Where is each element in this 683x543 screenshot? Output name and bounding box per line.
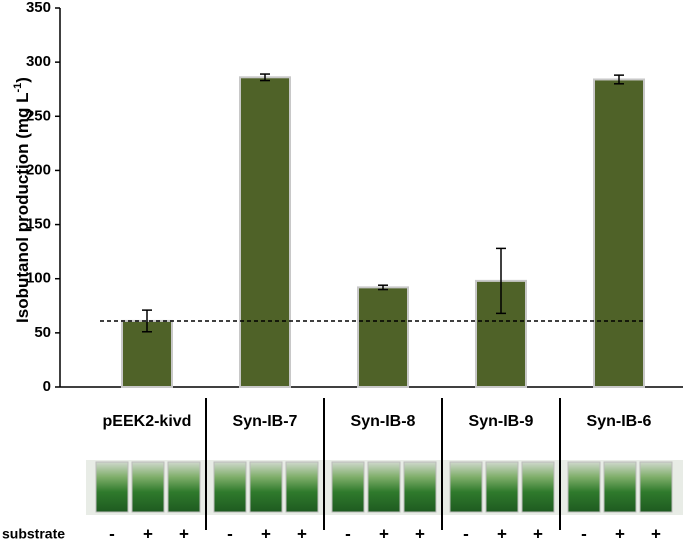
vial xyxy=(367,461,401,513)
y-axis-label: Isobutanol production (mg L-1) xyxy=(12,77,33,323)
substrate-sign: + xyxy=(379,524,389,543)
substrate-sign: - xyxy=(109,524,115,543)
x-tick-label: pEEK2-kivd xyxy=(103,413,192,430)
vial xyxy=(485,461,519,513)
vial xyxy=(167,461,201,513)
substrate-sign: - xyxy=(581,524,587,543)
y-label-end: ) xyxy=(13,77,32,83)
y-tick-label: 350 xyxy=(26,0,51,16)
vial xyxy=(95,461,129,513)
vial xyxy=(285,461,319,513)
substrate-sign: + xyxy=(297,524,307,543)
y-tick-label: 100 xyxy=(26,270,51,287)
vial xyxy=(639,461,673,513)
vial xyxy=(403,461,437,513)
y-tick-label: 150 xyxy=(26,216,51,233)
vial xyxy=(131,461,165,513)
x-tick-label: Syn-IB-9 xyxy=(469,413,534,430)
x-tick-label: Syn-IB-7 xyxy=(233,413,298,430)
substrate-sign: - xyxy=(345,524,351,543)
substrate-sign: + xyxy=(415,524,425,543)
x-tick-label: Syn-IB-8 xyxy=(351,413,416,430)
vial xyxy=(521,461,555,513)
bar xyxy=(593,78,645,389)
vial xyxy=(213,461,247,513)
substrate-sign: + xyxy=(533,524,543,543)
substrate-sign: - xyxy=(227,524,233,543)
substrate-sign: + xyxy=(143,524,153,543)
substrate-label: substrate xyxy=(2,526,65,542)
substrate-sign: + xyxy=(179,524,189,543)
y-tick-label: 0 xyxy=(43,378,51,395)
vial xyxy=(331,461,365,513)
substrate-sign: + xyxy=(651,524,661,543)
y-tick-label: 250 xyxy=(26,107,51,124)
y-label-main: Isobutanol production (mg L xyxy=(13,93,32,323)
y-tick-label: 200 xyxy=(26,161,51,178)
x-tick-label: Syn-IB-6 xyxy=(587,413,652,430)
vial xyxy=(249,461,283,513)
y-tick-label: 50 xyxy=(34,324,51,341)
y-label-sup: -1 xyxy=(12,83,24,93)
substrate-sign: + xyxy=(261,524,271,543)
vial xyxy=(603,461,637,513)
vial xyxy=(567,461,601,513)
substrate-sign: + xyxy=(497,524,507,543)
bar xyxy=(239,76,291,388)
bar xyxy=(475,279,527,389)
substrate-sign: + xyxy=(615,524,625,543)
y-tick-label: 300 xyxy=(26,53,51,70)
substrate-sign: - xyxy=(463,524,469,543)
vial xyxy=(449,461,483,513)
bar xyxy=(357,286,409,388)
